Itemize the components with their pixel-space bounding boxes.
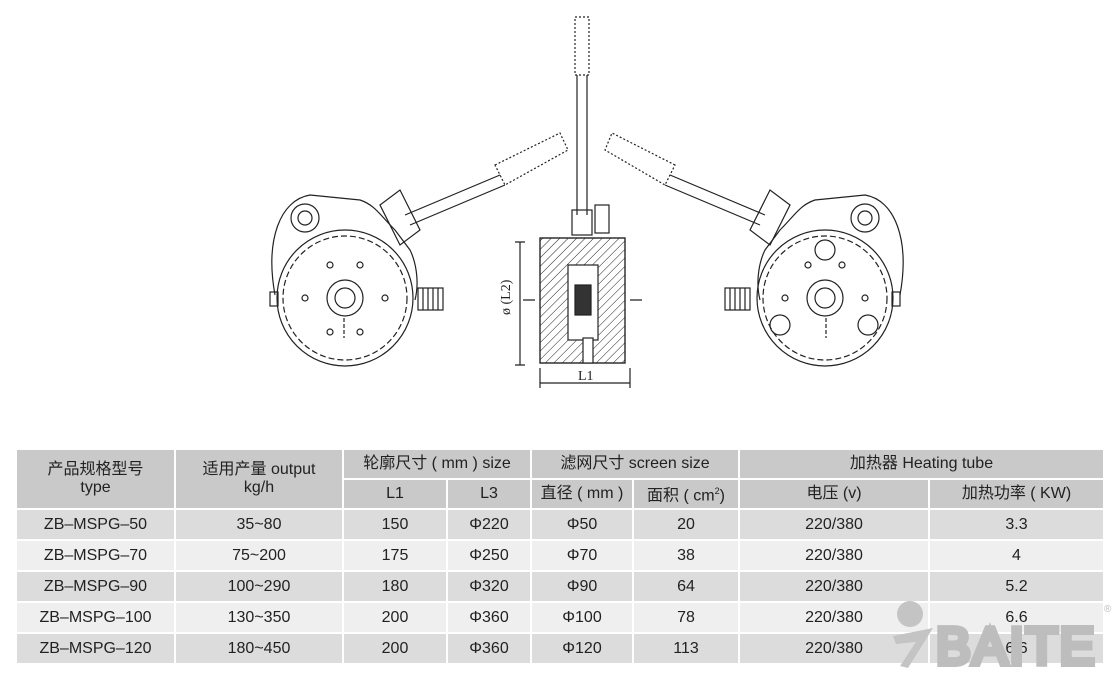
header-power: 加热功率 ( KW) xyxy=(928,478,1105,510)
table-cell: ZB–MSPG–50 xyxy=(15,508,176,541)
table-row: ZB–MSPG–70 75~200 175 Φ250 Φ70 38 220/380 4 xyxy=(15,539,1105,572)
table-cell: Φ70 xyxy=(530,539,634,572)
spec-table: 产品规格型号 type 适用产量 output kg/h 轮廓尺寸 ( mm ) s… xyxy=(15,448,1105,665)
table-cell: 78 xyxy=(632,601,740,634)
technical-drawing: ø (L2) L1 xyxy=(269,16,904,388)
table-cell: 5.2 xyxy=(928,570,1105,603)
table-cell: ZB–MSPG–120 xyxy=(15,632,176,665)
table-cell: ZB–MSPG–70 xyxy=(15,539,176,572)
table-cell: 220/380 xyxy=(738,508,930,541)
table-cell: 180~450 xyxy=(174,632,344,665)
table-cell: 220/380 xyxy=(738,601,930,634)
header-l3: L3 xyxy=(446,478,532,510)
table-cell: 35~80 xyxy=(174,508,344,541)
table-row: ZB–MSPG–100 130~350 200 Φ360 Φ100 78 220/380 6.… xyxy=(15,601,1105,634)
table-cell: Φ320 xyxy=(446,570,532,603)
table-cell: 20 xyxy=(632,508,740,541)
header-size: 轮廓尺寸 ( mm ) size xyxy=(342,448,532,480)
header-area: 面积 ( cm2) xyxy=(632,478,740,510)
header-type: 产品规格型号 type xyxy=(15,448,176,510)
table-cell: Φ360 xyxy=(446,601,532,634)
table-cell: 4 xyxy=(928,539,1105,572)
table-cell: Φ90 xyxy=(530,570,634,603)
table-row: ZB–MSPG–90 100~290 180 Φ320 Φ90 64 220/380 5.2 xyxy=(15,570,1105,603)
header-diameter: 直径 ( mm ) xyxy=(530,478,634,510)
table-cell: 220/380 xyxy=(738,570,930,603)
table-cell: Φ50 xyxy=(530,508,634,541)
table-row: ZB–MSPG–50 35~80 150 Φ220 Φ50 20 220/380 3.3 xyxy=(15,508,1105,541)
header-heater: 加热器 Heating tube xyxy=(738,448,1105,480)
table-cell: 6.6 xyxy=(928,632,1105,665)
header-output: 适用产量 output kg/h xyxy=(174,448,344,510)
table-cell: 6.6 xyxy=(928,601,1105,634)
table-cell: 38 xyxy=(632,539,740,572)
svg-text:BAITE: BAITE xyxy=(936,618,1096,670)
table-cell: 64 xyxy=(632,570,740,603)
table-cell: 175 xyxy=(342,539,448,572)
table-cell: ZB–MSPG–100 xyxy=(15,601,176,634)
table-cell: Φ120 xyxy=(530,632,634,665)
header-l1: L1 xyxy=(342,478,448,510)
table-cell: 180 xyxy=(342,570,448,603)
table-cell: 200 xyxy=(342,632,448,665)
header-screen: 滤网尺寸 screen size xyxy=(530,448,740,480)
right-view xyxy=(604,132,904,367)
table-cell: Φ250 xyxy=(446,539,532,572)
table-cell: 3.3 xyxy=(928,508,1105,541)
table-cell: 100~290 xyxy=(174,570,344,603)
baite-watermark-logo: BAITE ® xyxy=(893,601,1112,670)
table-cell: 220/380 xyxy=(738,539,930,572)
table-cell: 150 xyxy=(342,508,448,541)
header-voltage: 电压 (v) xyxy=(738,478,930,510)
dimension-l2: ø (L2) xyxy=(499,279,514,315)
svg-text:®: ® xyxy=(1104,604,1112,615)
table-cell: Φ220 xyxy=(446,508,532,541)
table-cell: 75~200 xyxy=(174,539,344,572)
table-cell: Φ360 xyxy=(446,632,532,665)
table-cell: ZB–MSPG–90 xyxy=(15,570,176,603)
table-cell: 130~350 xyxy=(174,601,344,634)
table-cell: Φ100 xyxy=(530,601,634,634)
dimension-l1: L1 xyxy=(578,369,594,384)
table-cell: 113 xyxy=(632,632,740,665)
center-section-view xyxy=(515,16,642,388)
left-view xyxy=(269,132,569,367)
table-cell: 200 xyxy=(342,601,448,634)
